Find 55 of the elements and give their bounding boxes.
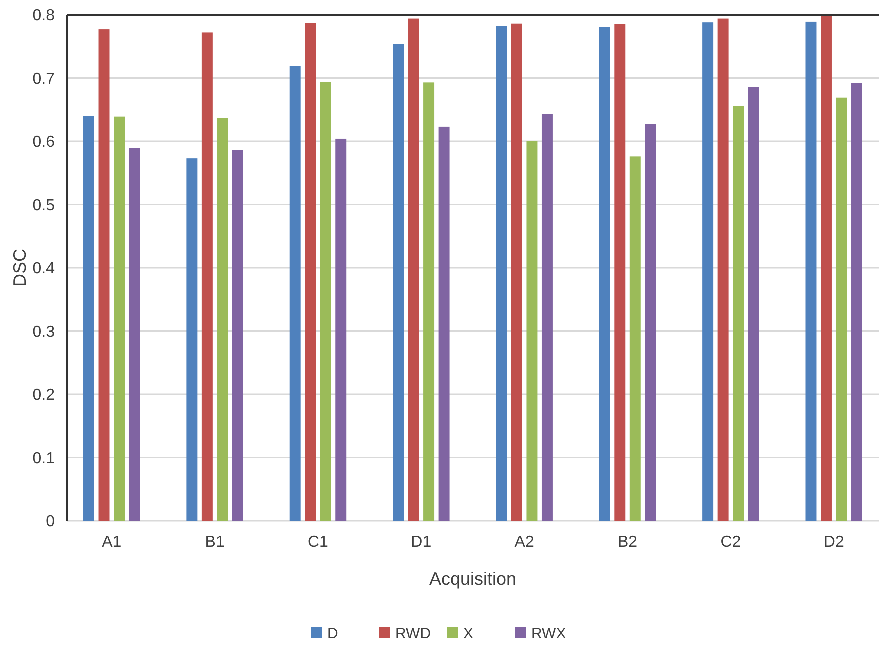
- bar: [424, 82, 435, 521]
- x-tick-label: C1: [308, 534, 329, 551]
- bar: [186, 158, 198, 521]
- bar: [718, 18, 729, 521]
- bar: [336, 138, 347, 521]
- bar: [733, 106, 744, 521]
- x-tick-label: B1: [205, 534, 225, 551]
- x-tick-label: A2: [514, 534, 534, 551]
- bar: [98, 30, 110, 521]
- x-tick-label: A1: [102, 534, 122, 551]
- y-axis-title: DSC: [10, 248, 30, 288]
- bar: [232, 150, 244, 521]
- bar: [526, 142, 538, 521]
- bar: [511, 24, 522, 521]
- bar: [438, 126, 450, 521]
- bar: [217, 118, 228, 521]
- bar: [852, 83, 862, 521]
- bar: [806, 22, 817, 521]
- bar: [320, 82, 332, 521]
- y-tick-label: 0.5: [32, 197, 56, 214]
- legend-label: X: [464, 625, 474, 642]
- y-tick-label: 0.7: [32, 70, 56, 88]
- y-tick-label: 0.3: [32, 324, 56, 341]
- bar: [84, 116, 94, 521]
- x-tick-label: D2: [824, 534, 844, 551]
- bar: [290, 66, 301, 521]
- bar: [305, 23, 316, 521]
- legend-label: D: [328, 625, 338, 642]
- x-axis-title: Acquisition: [429, 569, 517, 589]
- y-tick-label: 0.8: [32, 8, 56, 25]
- bar: [821, 15, 832, 521]
- bar: [496, 26, 508, 521]
- legend-label: RWX: [532, 625, 566, 642]
- y-tick-label: 0: [46, 514, 56, 531]
- bar: [645, 124, 656, 521]
- x-tick-label: C2: [720, 534, 742, 551]
- x-tick-label: D1: [411, 534, 432, 551]
- bar: [393, 44, 404, 521]
- bar: [542, 114, 553, 521]
- bar: [408, 18, 420, 521]
- bar: [702, 22, 714, 521]
- bar: [614, 24, 626, 521]
- bar: [836, 98, 848, 521]
- legend-label: RWD: [396, 625, 432, 642]
- bar: [202, 32, 213, 521]
- y-tick-label: 0.1: [32, 450, 56, 468]
- y-tick-label: 0.6: [32, 134, 56, 152]
- x-tick-label: B2: [618, 534, 638, 551]
- bar: [114, 116, 125, 521]
- y-tick-label: 0.4: [32, 260, 56, 278]
- bar: [630, 156, 641, 521]
- bar: [599, 27, 610, 521]
- y-tick-label: 0.2: [32, 387, 56, 404]
- bar: [129, 148, 140, 521]
- bar: [748, 87, 760, 521]
